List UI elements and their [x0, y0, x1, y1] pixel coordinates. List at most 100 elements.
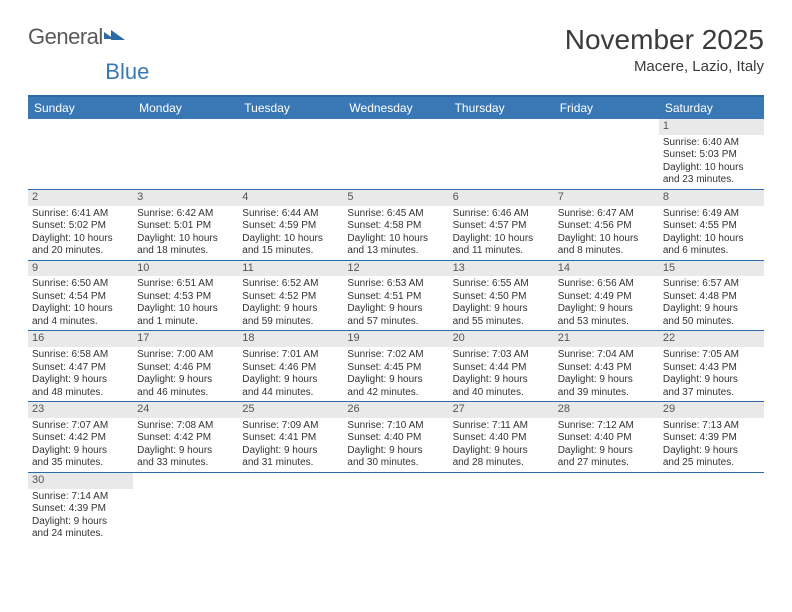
page-title: November 2025	[565, 24, 764, 56]
day-number: 26	[343, 402, 448, 418]
sunrise-text: Sunrise: 7:02 AM	[347, 349, 444, 362]
sunset-text: Sunset: 4:50 PM	[453, 291, 550, 304]
daylight-text: Daylight: 9 hours	[32, 445, 129, 458]
day-number: 9	[28, 261, 133, 277]
daylight-text: and 30 minutes.	[347, 457, 444, 470]
daylight-text: Daylight: 9 hours	[663, 374, 760, 387]
sunrise-text: Sunrise: 6:45 AM	[347, 208, 444, 221]
sunrise-text: Sunrise: 7:10 AM	[347, 420, 444, 433]
calendar-day: 28Sunrise: 7:12 AMSunset: 4:40 PMDayligh…	[554, 402, 659, 472]
daylight-text: and 8 minutes.	[558, 245, 655, 258]
calendar-week: 16Sunrise: 6:58 AMSunset: 4:47 PMDayligh…	[28, 331, 764, 402]
sunrise-text: Sunrise: 7:01 AM	[242, 349, 339, 362]
day-number: 5	[343, 190, 448, 206]
sunset-text: Sunset: 4:39 PM	[32, 503, 129, 516]
calendar-day: 26Sunrise: 7:10 AMSunset: 4:40 PMDayligh…	[343, 402, 448, 472]
daylight-text: Daylight: 9 hours	[663, 445, 760, 458]
sunrise-text: Sunrise: 7:05 AM	[663, 349, 760, 362]
daylight-text: and 39 minutes.	[558, 387, 655, 400]
daylight-text: Daylight: 9 hours	[558, 445, 655, 458]
sunrise-text: Sunrise: 6:56 AM	[558, 278, 655, 291]
day-number: 18	[238, 331, 343, 347]
daylight-text: and 23 minutes.	[663, 174, 760, 187]
sunrise-text: Sunrise: 7:09 AM	[242, 420, 339, 433]
day-number: 3	[133, 190, 238, 206]
sunset-text: Sunset: 4:44 PM	[453, 362, 550, 375]
calendar-day: 4Sunrise: 6:44 AMSunset: 4:59 PMDaylight…	[238, 190, 343, 260]
day-number: 8	[659, 190, 764, 206]
calendar-day: 15Sunrise: 6:57 AMSunset: 4:48 PMDayligh…	[659, 261, 764, 331]
calendar-week: 1Sunrise: 6:40 AMSunset: 5:03 PMDaylight…	[28, 119, 764, 190]
sunset-text: Sunset: 4:52 PM	[242, 291, 339, 304]
daylight-text: Daylight: 9 hours	[558, 303, 655, 316]
daylight-text: and 13 minutes.	[347, 245, 444, 258]
daylight-text: and 18 minutes.	[137, 245, 234, 258]
daylight-text: Daylight: 10 hours	[137, 303, 234, 316]
calendar-day: 22Sunrise: 7:05 AMSunset: 4:43 PMDayligh…	[659, 331, 764, 401]
daylight-text: Daylight: 10 hours	[137, 233, 234, 246]
day-number: 30	[28, 473, 133, 489]
daylight-text: and 4 minutes.	[32, 316, 129, 329]
sunrise-text: Sunrise: 7:04 AM	[558, 349, 655, 362]
daylight-text: and 6 minutes.	[663, 245, 760, 258]
sunset-text: Sunset: 4:42 PM	[32, 432, 129, 445]
logo-text-blue: Blue	[105, 59, 149, 84]
sunset-text: Sunset: 4:48 PM	[663, 291, 760, 304]
sunset-text: Sunset: 5:01 PM	[137, 220, 234, 233]
sunrise-text: Sunrise: 6:40 AM	[663, 137, 760, 150]
day-number: 21	[554, 331, 659, 347]
calendar-day: 29Sunrise: 7:13 AMSunset: 4:39 PMDayligh…	[659, 402, 764, 472]
day-number: 12	[343, 261, 448, 277]
daylight-text: Daylight: 9 hours	[242, 445, 339, 458]
weekday-header: Sunday	[28, 97, 133, 119]
daylight-text: and 44 minutes.	[242, 387, 339, 400]
daylight-text: and 27 minutes.	[558, 457, 655, 470]
sunset-text: Sunset: 4:42 PM	[137, 432, 234, 445]
calendar-day	[133, 119, 238, 189]
sunrise-text: Sunrise: 6:46 AM	[453, 208, 550, 221]
daylight-text: and 53 minutes.	[558, 316, 655, 329]
sunset-text: Sunset: 5:02 PM	[32, 220, 129, 233]
calendar: Sunday Monday Tuesday Wednesday Thursday…	[28, 95, 764, 543]
weekday-header: Friday	[554, 97, 659, 119]
daylight-text: Daylight: 10 hours	[32, 303, 129, 316]
calendar-day: 18Sunrise: 7:01 AMSunset: 4:46 PMDayligh…	[238, 331, 343, 401]
calendar-day: 16Sunrise: 6:58 AMSunset: 4:47 PMDayligh…	[28, 331, 133, 401]
sunrise-text: Sunrise: 7:08 AM	[137, 420, 234, 433]
sunset-text: Sunset: 4:51 PM	[347, 291, 444, 304]
sunrise-text: Sunrise: 7:07 AM	[32, 420, 129, 433]
daylight-text: Daylight: 9 hours	[453, 303, 550, 316]
calendar-day: 13Sunrise: 6:55 AMSunset: 4:50 PMDayligh…	[449, 261, 554, 331]
sunrise-text: Sunrise: 7:03 AM	[453, 349, 550, 362]
calendar-day: 9Sunrise: 6:50 AMSunset: 4:54 PMDaylight…	[28, 261, 133, 331]
calendar-day: 11Sunrise: 6:52 AMSunset: 4:52 PMDayligh…	[238, 261, 343, 331]
daylight-text: and 31 minutes.	[242, 457, 339, 470]
sunrise-text: Sunrise: 7:11 AM	[453, 420, 550, 433]
sunset-text: Sunset: 4:56 PM	[558, 220, 655, 233]
calendar-week: 9Sunrise: 6:50 AMSunset: 4:54 PMDaylight…	[28, 261, 764, 332]
logo-text-general: General	[28, 24, 103, 50]
day-number: 20	[449, 331, 554, 347]
sunrise-text: Sunrise: 6:41 AM	[32, 208, 129, 221]
day-number: 2	[28, 190, 133, 206]
weekday-header: Wednesday	[343, 97, 448, 119]
sunset-text: Sunset: 4:43 PM	[558, 362, 655, 375]
day-number: 19	[343, 331, 448, 347]
day-number: 17	[133, 331, 238, 347]
sunset-text: Sunset: 4:46 PM	[242, 362, 339, 375]
daylight-text: Daylight: 9 hours	[663, 303, 760, 316]
sunset-text: Sunset: 5:03 PM	[663, 149, 760, 162]
daylight-text: and 24 minutes.	[32, 528, 129, 541]
sunrise-text: Sunrise: 6:47 AM	[558, 208, 655, 221]
day-number: 15	[659, 261, 764, 277]
sunset-text: Sunset: 4:39 PM	[663, 432, 760, 445]
sunset-text: Sunset: 4:40 PM	[347, 432, 444, 445]
daylight-text: Daylight: 9 hours	[137, 445, 234, 458]
sunrise-text: Sunrise: 7:14 AM	[32, 491, 129, 504]
calendar-day: 27Sunrise: 7:11 AMSunset: 4:40 PMDayligh…	[449, 402, 554, 472]
daylight-text: Daylight: 10 hours	[347, 233, 444, 246]
calendar-day: 7Sunrise: 6:47 AMSunset: 4:56 PMDaylight…	[554, 190, 659, 260]
sunset-text: Sunset: 4:57 PM	[453, 220, 550, 233]
day-number: 1	[659, 119, 764, 135]
weekday-header: Monday	[133, 97, 238, 119]
